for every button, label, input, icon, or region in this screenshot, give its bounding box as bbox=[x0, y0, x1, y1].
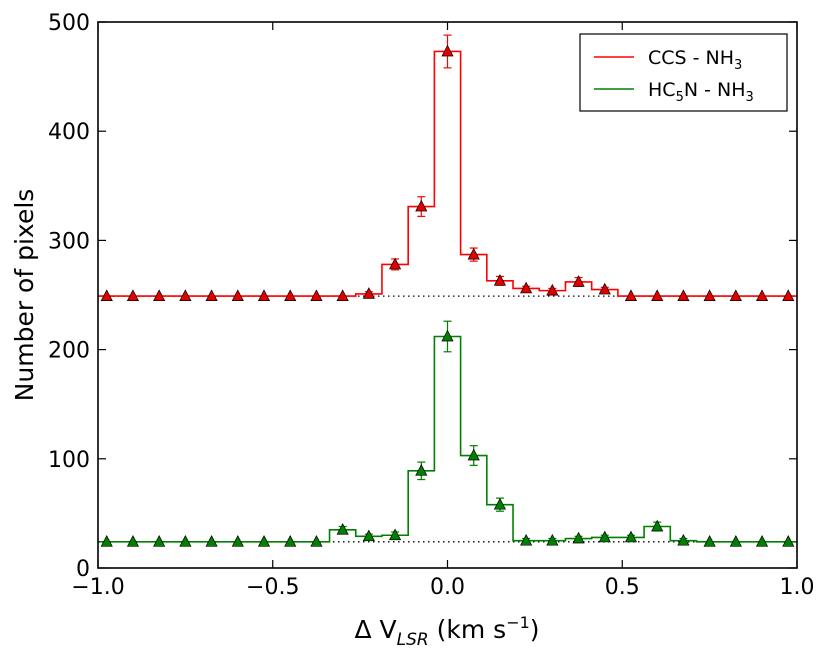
hc5n-data-point bbox=[546, 533, 559, 546]
y-axis-label: Number of pixels bbox=[10, 189, 39, 402]
ccs-data-point bbox=[703, 289, 716, 301]
hc5n-data-point bbox=[729, 535, 742, 547]
y-tick-label: 100 bbox=[48, 448, 90, 473]
ccs-data-point bbox=[520, 281, 533, 294]
x-tick-label: −1.0 bbox=[71, 575, 124, 600]
ccs-data-point bbox=[179, 289, 192, 301]
ccs-data-point bbox=[546, 283, 559, 296]
hc5n-data-point bbox=[336, 523, 349, 535]
x-axis-label-unit-close: ) bbox=[530, 615, 540, 644]
legend-label-ccs-sub: 3 bbox=[734, 58, 742, 73]
ccs-data-point bbox=[362, 287, 375, 299]
hc5n-data-point bbox=[362, 529, 375, 542]
hc5n-data-point bbox=[598, 530, 611, 543]
ccs-data-point bbox=[284, 289, 297, 301]
hc5n-data-point bbox=[388, 528, 402, 541]
hc5n-data-point bbox=[310, 535, 323, 547]
ccs-data-point bbox=[388, 257, 402, 270]
ccs-data-point bbox=[651, 289, 664, 301]
ccs-series-line bbox=[98, 50, 797, 297]
hc5n-data-point bbox=[153, 535, 166, 547]
ccs-data-point bbox=[755, 289, 769, 301]
hc5n-data-point bbox=[100, 535, 113, 547]
plot-area bbox=[98, 34, 797, 547]
ccs-data-point bbox=[598, 282, 611, 295]
y-tick-label: 200 bbox=[48, 339, 90, 364]
x-axis-label-main: Δ V bbox=[354, 615, 396, 644]
y-tick-label: 300 bbox=[48, 229, 90, 254]
ccs-data-point bbox=[310, 289, 323, 301]
hc5n-data-point bbox=[415, 464, 428, 476]
y-tick-label: 500 bbox=[48, 11, 90, 36]
x-tick-label: −0.5 bbox=[246, 575, 299, 600]
hc5n-data-point bbox=[179, 535, 192, 547]
ccs-data-point bbox=[441, 44, 454, 57]
x-axis-label: Δ VLSR (km s−1) bbox=[354, 613, 539, 650]
hc5n-data-point bbox=[572, 531, 585, 544]
ccs-data-point bbox=[153, 289, 166, 301]
legend-box bbox=[579, 33, 788, 112]
ccs-data-point bbox=[415, 199, 428, 212]
hc5n-data-point bbox=[231, 535, 244, 547]
x-tick-label: 1.0 bbox=[780, 575, 815, 600]
ccs-data-point bbox=[100, 289, 113, 301]
hc5n-data-point bbox=[677, 533, 690, 546]
ccs-data-point bbox=[257, 289, 271, 301]
hc5n-data-point bbox=[467, 448, 480, 461]
ccs-data-point bbox=[493, 274, 507, 286]
legend: CCS - NH3 HC5N - NH3 bbox=[579, 33, 788, 112]
ccs-data-point bbox=[782, 289, 795, 301]
hc5n-data-point bbox=[441, 329, 454, 342]
ccs-data-point bbox=[467, 247, 480, 260]
hc5n-data-point bbox=[520, 533, 533, 546]
hc5n-data-point bbox=[624, 530, 638, 543]
hc5n-data-point bbox=[126, 535, 140, 547]
legend-label-ccs-main: CCS - NH bbox=[648, 47, 734, 69]
legend-label-hc5n-sub: 5 bbox=[676, 90, 684, 105]
ccs-data-point bbox=[205, 289, 218, 301]
x-axis-label-unit-sup: −1 bbox=[506, 613, 530, 632]
ccs-data-point bbox=[624, 289, 638, 301]
hc5n-data-point bbox=[493, 497, 507, 510]
ccs-data-point bbox=[336, 289, 349, 301]
legend-label-ccs: CCS - NH3 bbox=[648, 47, 742, 73]
hc5n-data-point bbox=[257, 535, 271, 547]
hc5n-data-point bbox=[755, 535, 769, 547]
hc5n-data-point bbox=[703, 535, 716, 547]
x-tick-label: 0.5 bbox=[605, 575, 640, 600]
x-axis-label-unit: (km s bbox=[429, 615, 507, 644]
hc5n-data-point bbox=[205, 535, 218, 547]
legend-label-hc5n-main: HC bbox=[648, 79, 676, 101]
x-axis-label-sub: LSR bbox=[397, 630, 429, 650]
legend-label-hc5n-sub2: 3 bbox=[746, 90, 754, 105]
legend-label-hc5n-main2: N - NH bbox=[684, 79, 746, 101]
y-tick-label: 400 bbox=[48, 120, 90, 145]
y-tick-label: 0 bbox=[76, 557, 90, 582]
hc5n-data-point bbox=[782, 535, 795, 547]
ccs-data-point bbox=[729, 289, 742, 301]
x-tick-label: 0.0 bbox=[430, 575, 465, 600]
hc5n-series-line bbox=[98, 335, 797, 543]
ccs-data-point bbox=[231, 289, 244, 301]
axis-ticks: −1.0 −0.5 0.0 0.5 1.0 0 100 200 300 400 500 bbox=[48, 11, 815, 600]
legend-label-hc5n: HC5N - NH3 bbox=[648, 79, 754, 105]
ccs-data-point bbox=[572, 275, 585, 287]
hc5n-data-point bbox=[284, 535, 297, 547]
hc5n-data-point bbox=[651, 519, 664, 532]
ccs-data-point bbox=[126, 289, 140, 301]
ccs-data-point bbox=[677, 289, 690, 301]
